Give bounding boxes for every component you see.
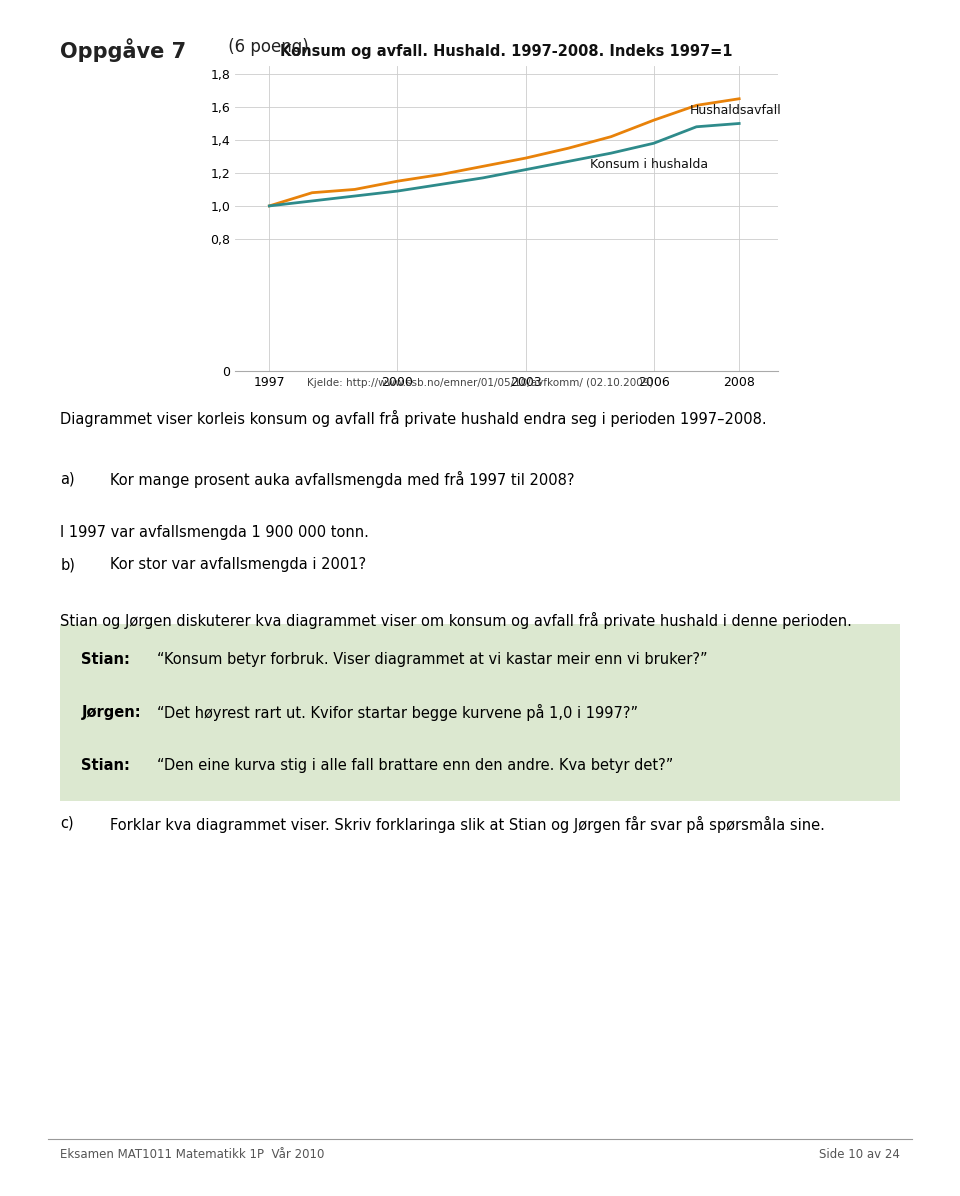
Text: Kjelde: http://www.ssb.no/emner/01/05/10/avfkomm/ (02.10.2009): Kjelde: http://www.ssb.no/emner/01/05/10… (307, 378, 653, 388)
Text: Stian:: Stian: (82, 652, 131, 667)
Text: Hushaldsavfall: Hushaldsavfall (690, 104, 781, 116)
Text: “Det høyrest rart ut. Kvifor startar begge kurvene på 1,0 i 1997?”: “Det høyrest rart ut. Kvifor startar beg… (157, 704, 638, 721)
Text: Konsum i hushalda: Konsum i hushalda (589, 158, 708, 171)
Text: a): a) (60, 471, 75, 487)
Text: Side 10 av 24: Side 10 av 24 (819, 1148, 900, 1161)
Text: Jørgen:: Jørgen: (82, 706, 141, 720)
Text: Eksamen MAT1011 Matematikk 1P  Vår 2010: Eksamen MAT1011 Matematikk 1P Vår 2010 (60, 1148, 324, 1161)
Text: Stian:: Stian: (82, 758, 131, 774)
Text: Stian og Jørgen diskuterer kva diagrammet viser om konsum og avfall frå private : Stian og Jørgen diskuterer kva diagramme… (60, 612, 852, 629)
Text: Kor mange prosent auka avfallsmengda med frå 1997 til 2008?: Kor mange prosent auka avfallsmengda med… (110, 471, 575, 488)
Text: Forklar kva diagrammet viser. Skriv forklaringa slik at Stian og Jørgen får svar: Forklar kva diagrammet viser. Skriv fork… (110, 816, 826, 832)
Text: Kor stor var avfallsmengda i 2001?: Kor stor var avfallsmengda i 2001? (110, 557, 367, 573)
Text: “Den eine kurva stig i alle fall brattare enn den andre. Kva betyr det?”: “Den eine kurva stig i alle fall brattar… (157, 758, 673, 774)
Text: b): b) (60, 557, 75, 573)
Text: c): c) (60, 816, 74, 831)
Text: Diagrammet viser korleis konsum og avfall frå private hushald endra seg i period: Diagrammet viser korleis konsum og avfal… (60, 410, 767, 427)
Text: “Konsum betyr forbruk. Viser diagrammet at vi kastar meir enn vi bruker?”: “Konsum betyr forbruk. Viser diagrammet … (157, 652, 708, 667)
Text: (6 poeng): (6 poeng) (223, 38, 308, 56)
Text: Oppgåve 7: Oppgåve 7 (60, 38, 186, 62)
Title: Konsum og avfall. Hushald. 1997-2008. Indeks 1997=1: Konsum og avfall. Hushald. 1997-2008. In… (280, 44, 732, 59)
Text: I 1997 var avfallsmengda 1 900 000 tonn.: I 1997 var avfallsmengda 1 900 000 tonn. (60, 525, 370, 541)
